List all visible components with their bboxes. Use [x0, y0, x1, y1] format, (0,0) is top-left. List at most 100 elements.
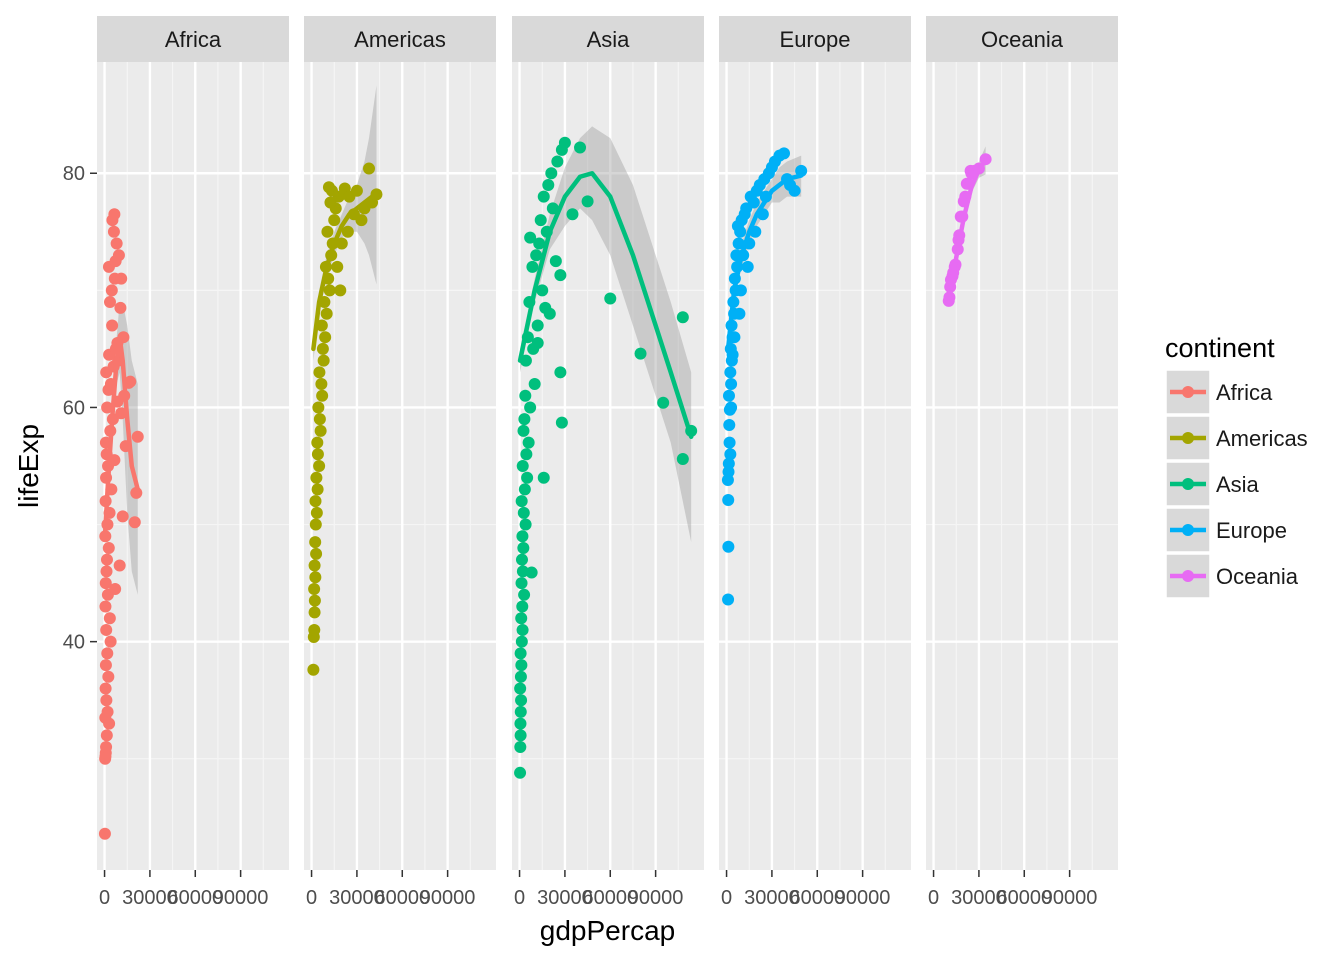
x-tick-label: 30000 — [744, 887, 800, 909]
data-point-asia — [516, 623, 529, 636]
data-point-africa — [98, 827, 111, 840]
data-point-europe — [788, 184, 801, 197]
data-point-americas — [308, 606, 321, 619]
data-point-americas — [311, 436, 324, 449]
data-point-europe — [726, 348, 739, 361]
data-point-asia — [514, 717, 527, 730]
data-point-africa — [109, 582, 122, 595]
facet-strip-label-europe: Europe — [780, 27, 851, 52]
y-tick-label: 80 — [63, 163, 85, 185]
data-point-asia — [521, 471, 534, 484]
data-point-americas — [316, 342, 329, 355]
data-point-europe — [722, 593, 735, 606]
data-point-asia — [539, 301, 552, 314]
panel-background-africa — [97, 62, 289, 870]
y-tick-label: 40 — [63, 632, 85, 654]
x-tick-label: 0 — [99, 887, 110, 909]
data-point-africa — [115, 407, 128, 420]
facet-strip-oceania — [926, 16, 1118, 62]
data-point-europe — [723, 419, 736, 432]
data-point-africa — [106, 319, 119, 332]
data-point-africa — [99, 659, 112, 672]
data-point-africa — [112, 249, 125, 262]
data-point-asia — [515, 553, 528, 566]
data-point-americas — [309, 571, 322, 584]
data-point-asia — [514, 741, 527, 754]
data-point-europe — [725, 378, 738, 391]
data-point-asia — [516, 600, 529, 613]
y-tick-label: 60 — [63, 397, 85, 419]
data-point-asia — [574, 141, 587, 154]
x-tick-label: 60000 — [167, 887, 223, 909]
x-tick-label: 30000 — [122, 887, 178, 909]
data-point-africa — [99, 682, 112, 695]
x-tick-label: 60000 — [789, 887, 845, 909]
trend-line-asia — [517, 170, 694, 439]
data-point-asia — [528, 378, 541, 391]
data-point-europe — [795, 164, 808, 177]
data-point-asia — [514, 729, 527, 742]
legend-label-africa: Africa — [1216, 380, 1273, 405]
data-point-americas — [308, 582, 321, 595]
data-point-americas — [311, 483, 324, 496]
data-point-asia — [536, 284, 549, 297]
data-point-americas — [307, 663, 320, 676]
x-tick-label: 90000 — [420, 887, 476, 909]
data-point-asia — [519, 518, 532, 531]
data-point-africa — [100, 729, 113, 742]
data-point-asia — [537, 471, 550, 484]
data-point-africa — [99, 600, 112, 613]
legend-dot-oceania — [1182, 570, 1194, 582]
data-point-americas — [350, 184, 363, 197]
panel-background-europe — [719, 62, 911, 870]
data-point-americas — [313, 366, 326, 379]
x-tick-label: 90000 — [213, 887, 269, 909]
data-point-asia — [516, 460, 529, 472]
trend-line-europe — [725, 173, 804, 352]
data-point-americas — [320, 307, 333, 320]
x-tick-label: 0 — [306, 887, 317, 909]
data-point-asia — [519, 389, 532, 402]
x-tick-label: 90000 — [628, 887, 684, 909]
data-point-africa — [114, 301, 127, 314]
facet-strip-americas — [304, 16, 496, 62]
data-point-asia — [514, 682, 527, 695]
data-point-asia — [530, 249, 543, 262]
data-point-asia — [515, 694, 528, 707]
data-point-asia — [524, 401, 537, 414]
legend-dot-europe — [1182, 524, 1194, 536]
data-point-asia — [518, 483, 531, 496]
x-tick-label: 90000 — [1042, 887, 1098, 909]
data-point-asia — [514, 705, 527, 718]
data-point-americas — [334, 284, 347, 297]
data-point-asia — [515, 495, 528, 508]
data-point-americas — [319, 331, 332, 344]
data-point-europe — [724, 448, 737, 461]
data-point-asia — [545, 167, 558, 180]
data-point-africa — [115, 272, 128, 285]
data-point-asia — [524, 231, 537, 244]
data-point-americas — [310, 471, 323, 484]
trend-line-oceania — [946, 158, 988, 301]
data-point-africa — [102, 670, 115, 683]
data-point-asia — [518, 413, 531, 426]
data-point-asia — [551, 155, 564, 168]
data-point-asia — [549, 255, 562, 268]
data-point-americas — [310, 506, 323, 519]
x-tick-label: 30000 — [951, 887, 1007, 909]
data-point-africa — [100, 623, 113, 636]
data-point-asia — [514, 647, 527, 660]
data-point-africa — [100, 553, 113, 566]
data-point-asia — [515, 577, 528, 590]
data-point-asia — [581, 195, 594, 208]
data-point-asia — [516, 565, 529, 578]
data-point-asia — [676, 452, 689, 465]
legend-dot-asia — [1182, 478, 1194, 490]
facet-strip-europe — [719, 16, 911, 62]
data-point-asia — [515, 612, 528, 625]
data-point-africa — [128, 516, 141, 529]
panel-marks-americas — [307, 85, 383, 676]
facet-strip-asia — [512, 16, 704, 62]
data-point-asia — [517, 424, 530, 437]
